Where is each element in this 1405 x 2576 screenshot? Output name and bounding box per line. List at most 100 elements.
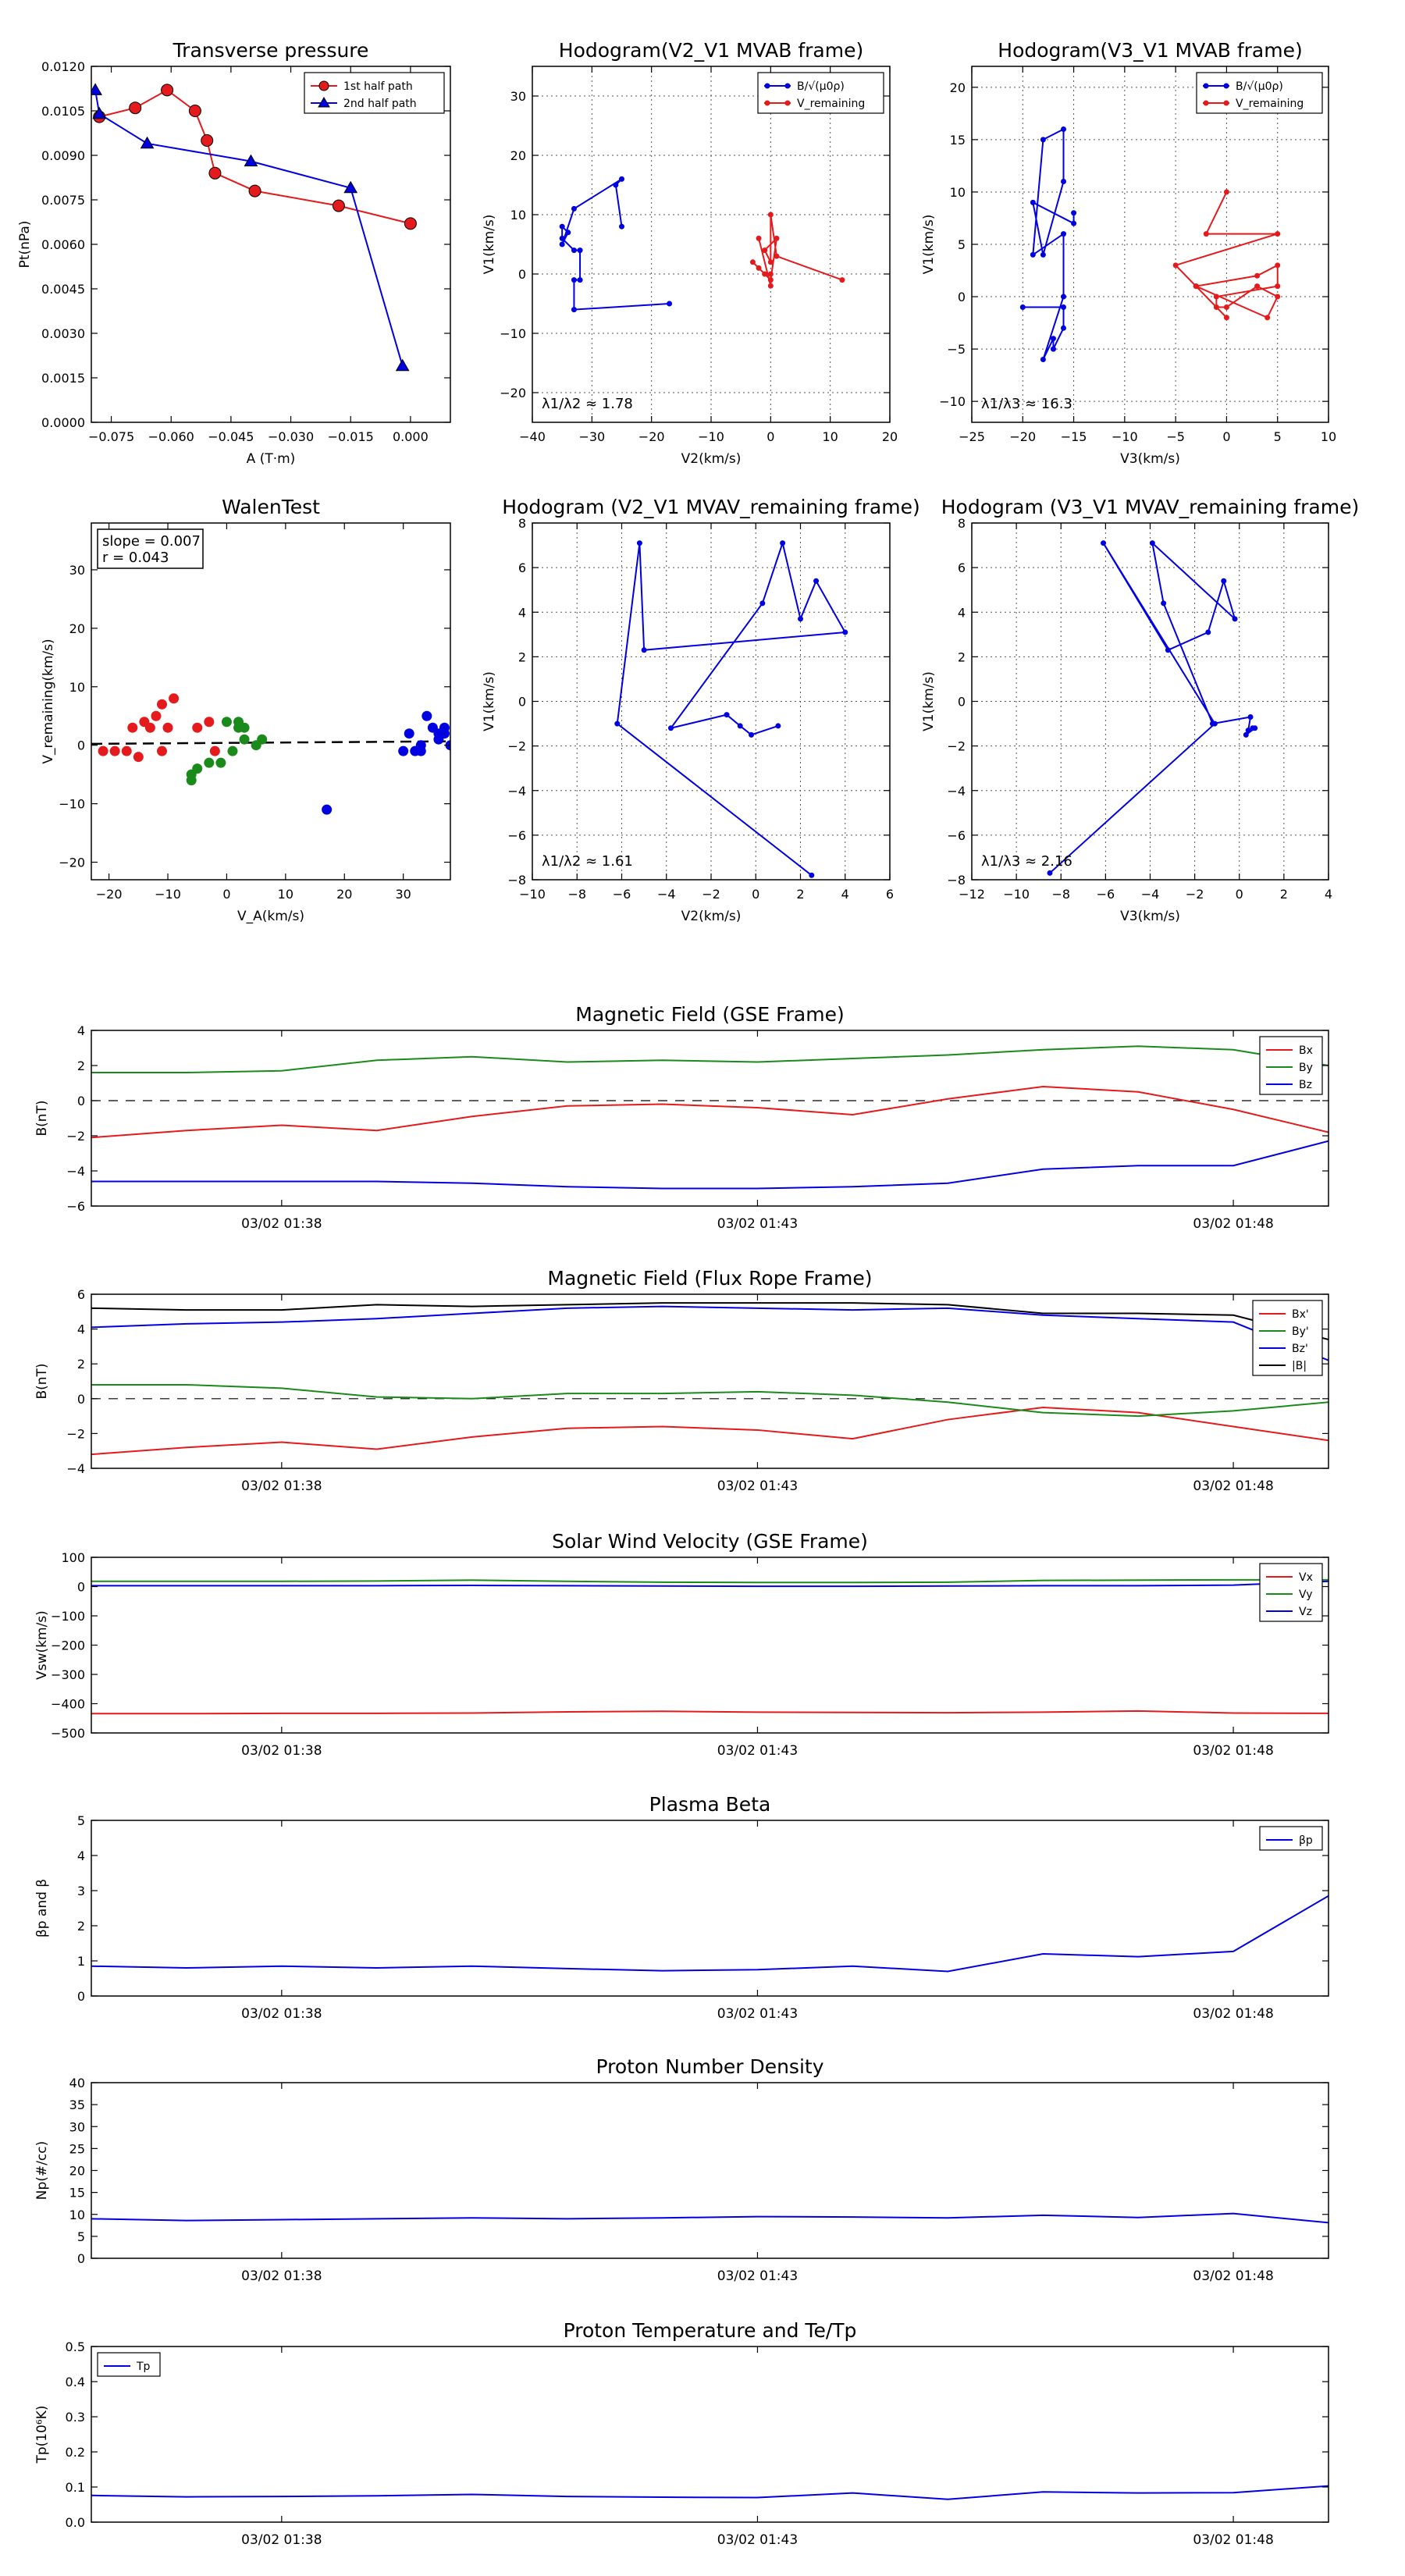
data-point (762, 247, 768, 254)
y-tick-label: 0.0000 (41, 415, 85, 430)
x-tick-label: −4 (657, 887, 676, 902)
x-tick-label: 2 (796, 887, 804, 902)
y-tick-label: 4 (958, 605, 966, 620)
chart-title: WalenTest (222, 496, 320, 518)
y-tick-label: 30 (69, 563, 85, 578)
legend-marker (1203, 100, 1209, 106)
data-point (398, 745, 409, 756)
y-axis-label: B(nT) (34, 1100, 50, 1136)
data-point (1275, 294, 1281, 300)
data-point (162, 722, 173, 733)
y-axis-label: V1(km/s) (482, 671, 497, 731)
series-line-vz (91, 1580, 1329, 1588)
data-point (780, 540, 786, 546)
y-tick-label: 2 (77, 1059, 85, 1073)
series-group (91, 2212, 1329, 2224)
y-tick-label: 0 (77, 1989, 85, 2004)
y-tick-label: 0 (77, 1094, 85, 1108)
data-point (1149, 540, 1155, 546)
legend: B/√(μ0ρ) V_remaining (757, 72, 884, 114)
data-point (439, 728, 450, 739)
y-tick-label: −300 (51, 1667, 85, 1682)
legend: Bx By Bz (1259, 1036, 1323, 1095)
x-tick-label: 0 (222, 887, 230, 902)
data-point (1030, 251, 1036, 258)
legend-label: Vz (1299, 1606, 1312, 1618)
y-tick-label: −10 (939, 394, 966, 409)
plot-frame (91, 1030, 1329, 1207)
series-line-bz (91, 1140, 1329, 1190)
y-tick-label: 5 (77, 1813, 85, 1828)
y-tick-label: −2 (947, 739, 966, 754)
y-tick-label: 0.1 (66, 2480, 85, 2495)
series-group (1019, 126, 1281, 363)
data-point (1193, 283, 1199, 290)
y-tick-label: 5 (958, 237, 966, 252)
series-line-path (616, 540, 847, 877)
data-point (749, 731, 755, 738)
data-point (1275, 262, 1281, 269)
y-tick-label: 4 (77, 1848, 85, 1863)
x-axis-label: V3(km/s) (1120, 909, 1180, 924)
legend-label: |B| (1292, 1360, 1307, 1372)
legend-marker (1203, 83, 1209, 89)
x-tick-label: 03/02 01:48 (1193, 2532, 1273, 2548)
y-tick-label: 10 (69, 2208, 85, 2222)
legend-label: 1st half path (343, 80, 413, 93)
legend-label: Vx (1299, 1571, 1313, 1584)
y-tick-label: 3 (77, 1884, 85, 1898)
data-point (1245, 728, 1251, 734)
x-tick-label: 10 (822, 429, 838, 444)
y-tick-label: −20 (59, 856, 85, 870)
data-point (756, 265, 762, 271)
y-tick-label: 15 (950, 133, 966, 148)
chart-magnetic-field-flux-rope: Magnetic Field (Flux Rope Frame) −4 −2 0 2 4 6… (34, 1267, 1329, 1494)
x-tick-label: 03/02 01:43 (717, 2006, 798, 2022)
x-tick-label: 4 (841, 887, 849, 902)
y-tick-label: 0.0090 (41, 148, 85, 163)
x-tick-label: 10 (278, 887, 293, 902)
series-line-bz- (91, 1305, 1329, 1361)
legend-label: βp (1299, 1834, 1313, 1847)
series-line-bx (91, 1085, 1329, 1139)
y-tick-label: −100 (51, 1609, 85, 1624)
y-tick-label: 0 (518, 267, 526, 282)
data-point (842, 629, 848, 635)
y-tick-label: 6 (958, 560, 966, 575)
data-point (767, 271, 774, 277)
data-point (1165, 647, 1171, 653)
data-point (559, 223, 565, 229)
y-tick-label: 6 (518, 560, 526, 575)
data-point (571, 277, 577, 283)
series-line--b- (91, 1302, 1329, 1340)
data-point (641, 647, 647, 653)
data-point (1172, 262, 1179, 269)
data-point (767, 277, 774, 283)
data-point (1161, 600, 1167, 607)
chart-hodogram-v2-v1-mvav: Hodogram (V2_V1 MVAV_remaining frame)−8−… (482, 496, 920, 924)
series-line-bx- (91, 1406, 1329, 1456)
x-tick-label: 5 (1274, 429, 1282, 444)
y-tick-label: 8 (958, 516, 966, 531)
data-point (133, 752, 144, 763)
legend-label: Bx (1299, 1044, 1313, 1057)
data-point (161, 84, 174, 97)
x-tick-label: 20 (336, 887, 352, 902)
series-group (1047, 540, 1258, 876)
y-tick-label: 8 (518, 516, 526, 531)
annotation-text: r = 0.043 (102, 550, 169, 566)
data-point (227, 745, 238, 756)
data-point (1254, 272, 1261, 279)
legend-marker (318, 80, 329, 91)
plot-frame (91, 66, 451, 423)
legend-label: Vy (1299, 1589, 1313, 1601)
data-point (221, 717, 232, 728)
legend-marker (764, 100, 770, 106)
data-point (614, 720, 621, 727)
data-point (813, 578, 820, 584)
series-group (91, 1302, 1329, 1456)
legend-box (1259, 1826, 1323, 1851)
data-point (192, 763, 203, 774)
y-tick-label: −2 (66, 1426, 85, 1441)
y-tick-label: 0 (958, 695, 966, 710)
